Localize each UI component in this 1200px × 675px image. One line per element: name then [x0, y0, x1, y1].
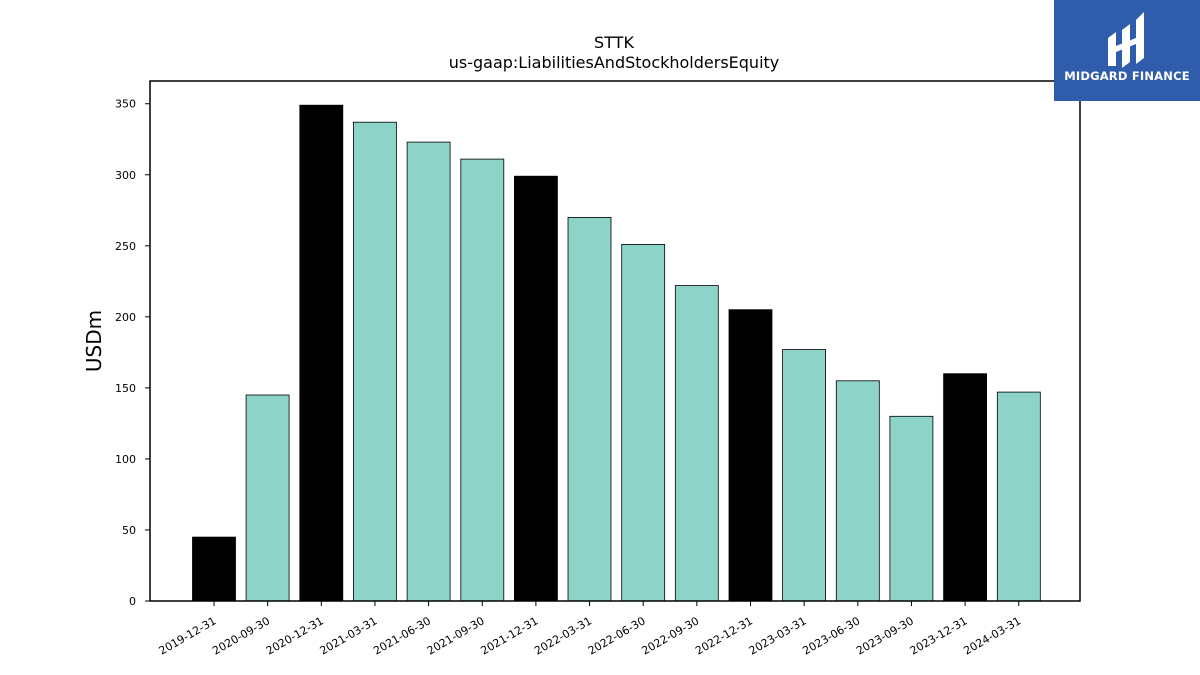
bar-2021-12-31 [514, 175, 558, 602]
bar-2023-06-30 [835, 380, 880, 602]
x-tick-label: 2022-12-31 [693, 614, 755, 657]
bar-2023-12-31 [943, 373, 987, 602]
bar-2019-12-31 [192, 536, 236, 602]
bar-2020-09-30 [245, 394, 290, 602]
y-axis: 0 50 100 150 200 250 300 350 [115, 98, 150, 608]
y-tick-label: 300 [115, 169, 136, 182]
x-tick-label: 2021-12-31 [479, 614, 541, 657]
y-tick-label: 50 [122, 524, 136, 537]
y-tick-label: 0 [129, 595, 136, 608]
x-tick-label: 2022-09-30 [639, 614, 701, 657]
bar-2021-06-30 [406, 141, 451, 602]
y-tick-label: 100 [115, 453, 136, 466]
bars-group [192, 104, 1041, 602]
y-axis-label: USDm [82, 310, 106, 372]
x-tick-label: 2020-12-31 [264, 614, 326, 657]
x-axis: 2019-12-312020-09-302020-12-312021-03-31… [157, 601, 1023, 658]
bar-2023-03-31 [782, 349, 826, 602]
x-tick-label: 2021-09-30 [425, 614, 487, 657]
chart-subtitle: us-gaap:LiabilitiesAndStockholdersEquity [449, 53, 780, 72]
bar-2022-12-31 [728, 309, 773, 602]
midgard-logo-icon [1108, 12, 1144, 68]
bar-2022-03-31 [567, 216, 612, 602]
x-tick-label: 2023-12-31 [908, 614, 970, 657]
bar-2023-09-30 [889, 415, 934, 602]
y-tick-label: 250 [115, 240, 136, 253]
x-tick-label: 2023-06-30 [800, 614, 862, 657]
brand-name: MIDGARD FINANCE [1064, 69, 1190, 83]
bar-2022-09-30 [674, 285, 719, 602]
x-tick-label: 2022-03-31 [532, 614, 594, 657]
x-tick-label: 2019-12-31 [157, 614, 219, 657]
brand-logo: MIDGARD FINANCE [1054, 0, 1200, 101]
bar-2020-12-31 [299, 104, 344, 602]
x-tick-label: 2022-06-30 [586, 614, 648, 657]
x-tick-label: 2024-03-31 [961, 614, 1023, 657]
x-tick-label: 2021-03-31 [318, 614, 380, 657]
x-tick-label: 2021-06-30 [371, 614, 433, 657]
plot-frame [149, 80, 1081, 602]
bar-2022-06-30 [621, 243, 666, 602]
x-tick-label: 2023-09-30 [854, 614, 916, 657]
y-tick-label: 350 [115, 98, 136, 111]
y-tick-label: 200 [115, 311, 136, 324]
bar-2024-03-31 [996, 391, 1041, 602]
x-tick-label: 2020-09-30 [210, 614, 272, 657]
bar-2021-09-30 [460, 158, 505, 602]
x-tick-label: 2023-03-31 [747, 614, 809, 657]
bar-2021-03-31 [352, 121, 397, 602]
y-tick-label: 150 [115, 382, 136, 395]
chart-title: STTK [594, 33, 634, 52]
